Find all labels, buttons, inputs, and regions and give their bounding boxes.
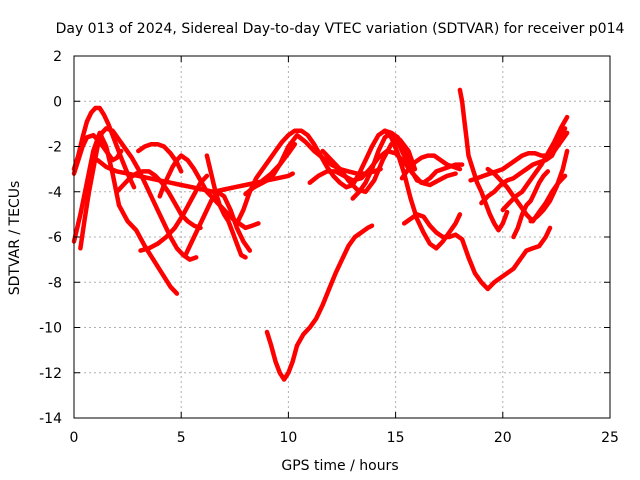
y-tick-label: -2 <box>48 140 62 156</box>
x-tick-label: 10 <box>279 430 297 446</box>
y-tick-label: -12 <box>39 366 62 382</box>
y-tick-label: -14 <box>39 411 62 427</box>
chart-title: Day 013 of 2024, Sidereal Day-to-day VTE… <box>56 21 625 37</box>
x-axis-label: GPS time / hours <box>281 458 398 474</box>
y-tick-label: -10 <box>39 321 62 337</box>
series-track-3 <box>78 126 199 262</box>
series-track-8 <box>138 173 210 253</box>
y-tick-label: 2 <box>53 49 62 65</box>
y-tick-label: -8 <box>48 275 62 291</box>
series-track-19 <box>382 128 463 251</box>
series-track-11 <box>204 153 248 260</box>
axis-ticks: 0 5 10 15 20 25 -14 -12 -10 -8 -6 -4 -2 0 2 <box>39 49 619 446</box>
x-tick-label: 5 <box>177 430 186 446</box>
x-tick-label: 0 <box>70 430 79 446</box>
series-track-21 <box>401 212 553 292</box>
series-track-22 <box>457 87 510 233</box>
series-track-15 <box>264 223 375 382</box>
series-track-20 <box>399 153 463 181</box>
series-track-18 <box>350 130 465 201</box>
series-track-28 <box>528 148 570 224</box>
series-track-16 <box>307 148 458 188</box>
series-track-6 <box>114 169 203 231</box>
y-tick-label: -4 <box>48 185 62 201</box>
series-track-9 <box>157 153 261 231</box>
series-track-27 <box>511 169 551 240</box>
data-series <box>71 87 570 382</box>
x-tick-label: 15 <box>387 430 405 446</box>
series-track-4 <box>71 132 124 176</box>
series-track-12 <box>234 128 413 226</box>
x-tick-label: 20 <box>494 430 512 446</box>
grid-lines <box>74 56 610 418</box>
y-axis-label: SDTVAR / TECUs <box>7 181 23 296</box>
series-track-1 <box>71 130 180 296</box>
series-track-14 <box>251 132 383 190</box>
x-tick-label: 25 <box>601 430 619 446</box>
y-tick-label: 0 <box>53 94 62 110</box>
y-tick-label: -6 <box>48 230 62 246</box>
series-track-24 <box>479 126 568 206</box>
